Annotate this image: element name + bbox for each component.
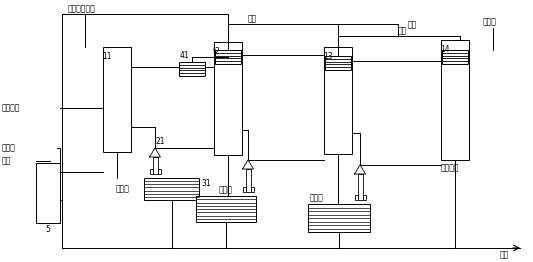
Text: 41: 41 bbox=[180, 51, 190, 60]
Text: 甲醇: 甲醇 bbox=[408, 20, 417, 29]
Text: 31: 31 bbox=[201, 179, 211, 188]
Text: 14: 14 bbox=[440, 45, 450, 54]
Bar bbox=[179, 62, 205, 76]
Text: 5: 5 bbox=[45, 225, 51, 234]
Text: 油脂原料: 油脂原料 bbox=[2, 103, 20, 112]
Text: 13: 13 bbox=[323, 52, 333, 61]
Polygon shape bbox=[243, 160, 254, 169]
Bar bbox=[103, 47, 131, 152]
Bar bbox=[325, 56, 351, 70]
Bar bbox=[144, 178, 199, 200]
Text: 甲醇、生物酔: 甲醇、生物酔 bbox=[68, 4, 96, 13]
Text: 生物酔: 生物酔 bbox=[219, 185, 233, 194]
Text: t2: t2 bbox=[213, 47, 221, 56]
Bar bbox=[149, 169, 152, 174]
Text: 生物酔: 生物酔 bbox=[2, 144, 16, 152]
Bar bbox=[358, 174, 362, 200]
Polygon shape bbox=[149, 148, 160, 157]
Text: 生物柴油: 生物柴油 bbox=[441, 163, 459, 172]
Bar bbox=[36, 163, 60, 223]
Bar bbox=[354, 195, 358, 200]
Bar bbox=[441, 40, 469, 160]
Bar bbox=[324, 47, 352, 154]
Bar bbox=[157, 169, 160, 174]
Bar bbox=[442, 50, 468, 64]
Bar bbox=[362, 195, 366, 200]
Text: 11: 11 bbox=[102, 52, 111, 61]
Text: 甲醇: 甲醇 bbox=[2, 156, 11, 166]
Bar bbox=[251, 187, 254, 192]
Text: 生物酔: 生物酔 bbox=[310, 193, 324, 202]
Bar bbox=[214, 42, 242, 155]
Text: 降酸剂: 降酸剂 bbox=[483, 17, 497, 26]
Text: 甲醇: 甲醇 bbox=[398, 26, 407, 35]
Bar bbox=[196, 196, 256, 222]
Polygon shape bbox=[354, 165, 366, 174]
Bar bbox=[215, 50, 241, 64]
Bar bbox=[308, 204, 370, 232]
Bar bbox=[152, 157, 157, 174]
Bar bbox=[243, 187, 246, 192]
Text: 21: 21 bbox=[156, 137, 166, 146]
Text: 甲醇: 甲醇 bbox=[248, 14, 257, 23]
Text: 生物酔: 生物酔 bbox=[116, 184, 130, 194]
Bar bbox=[246, 169, 251, 192]
Text: 甘油: 甘油 bbox=[500, 250, 509, 259]
